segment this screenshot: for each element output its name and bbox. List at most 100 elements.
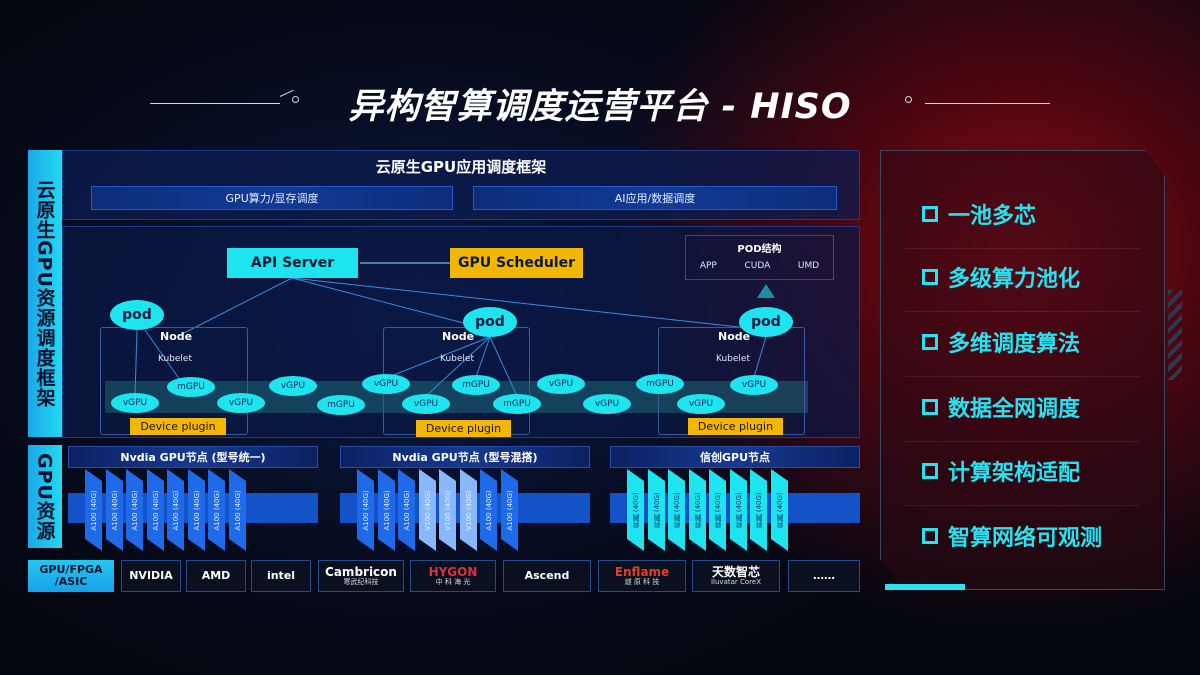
gpu-chip: A100 (40G): [208, 469, 225, 551]
feature-label: 一池多芯: [948, 204, 1037, 229]
vendor-logo-nvidia: NVIDIA: [121, 560, 181, 592]
vendor-name: HYGON: [428, 564, 478, 579]
decor-bar: [885, 584, 965, 590]
checkbox-icon: [922, 463, 938, 479]
gpu-chip: 昇腾 (40G): [668, 469, 685, 551]
vendor-logo-: 天数智芯 Iluvatar CoreX: [692, 560, 780, 592]
gpu-chip: A100 (40G): [85, 469, 102, 551]
gpu-chip: A100 (40G): [500, 469, 518, 551]
decor-stripes: [1168, 290, 1182, 380]
ai-data-scheduling: AI应用/数据调度: [473, 186, 837, 210]
gpu-chip: A100 (40G): [398, 469, 415, 551]
gpu-chip: A100 (40G): [187, 469, 205, 551]
vendor-logo-cambricon: Cambricon 寒武纪科技: [318, 560, 404, 592]
feature-item: 多级算力池化: [922, 261, 1080, 293]
vgpu-unit: vGPU: [677, 394, 725, 414]
gpu-chip-label: 昇腾 (40G): [734, 491, 742, 529]
title-line-left: [150, 103, 280, 104]
device-plugin-3: Device plugin: [688, 418, 783, 435]
gpu-group-header-3: 信创GPU节点: [610, 446, 860, 468]
gpu-chip: A100 (40G): [357, 469, 374, 551]
gpu-chip: A100 (40G): [377, 469, 395, 551]
feature-divider: [905, 441, 1140, 442]
gpu-chip: A100 (40G): [228, 469, 246, 551]
vendor-logo-: ……: [788, 560, 860, 592]
gpu-chip-label: 昇腾 (40G): [652, 491, 660, 529]
vendor-logo-enflame: Enflame 燧 原 科 技: [598, 560, 686, 592]
device-plugin-2: Device plugin: [416, 420, 511, 437]
gpu-chip: 昇腾 (40G): [627, 469, 644, 551]
vendor-logo-ascend: Ascend: [503, 560, 591, 592]
vendor-name: intel: [266, 568, 296, 582]
feature-label: 计算架构适配: [948, 461, 1081, 486]
page-title: 异构智算调度运营平台 - HISO: [348, 87, 852, 127]
mgpu-unit: mGPU: [317, 395, 365, 415]
checkbox-icon: [922, 528, 938, 544]
gpu-chip-label: A100 (40G): [130, 489, 139, 531]
gpu-chip-label: 昇腾 (40G): [672, 491, 681, 529]
gpu-chip-label: A100 (40G): [402, 489, 411, 531]
feature-label: 数据全网调度: [948, 397, 1081, 422]
gpu-chip: A100 (40G): [126, 469, 143, 551]
vendor-logo-intel: intel: [251, 560, 311, 592]
gpu-chip-label: A100 (40G): [151, 489, 159, 531]
vendor-logo-hygon: HYGON 中 科 海 光: [410, 560, 496, 592]
vendor-name: Enflame: [614, 564, 670, 579]
gpu-chip-label: 昇腾 (40G): [713, 491, 722, 529]
mgpu-unit: mGPU: [493, 394, 541, 414]
vendor-logo-amd: AMD: [186, 560, 246, 592]
vendor-subname: 寒武纪科技: [343, 577, 379, 586]
gpu-chip-label: A100 (40G): [192, 489, 200, 531]
feature-divider: [905, 376, 1140, 377]
vendor-name: NVIDIA: [129, 568, 173, 582]
gpu-chip-label: A100 (40G): [382, 489, 390, 531]
vendor-subname: Iluvatar CoreX: [710, 577, 761, 586]
feature-divider: [905, 311, 1140, 312]
feature-item: 多维调度算法: [922, 326, 1080, 358]
pod-cuda: CUDA: [744, 261, 771, 271]
pod-3: pod: [739, 307, 793, 337]
line-api-node2: [291, 277, 491, 331]
device-plugin-1: Device plugin: [130, 418, 226, 435]
vgpu-unit: vGPU: [269, 376, 317, 396]
feature-label: 多级算力池化: [948, 267, 1081, 292]
gpu-chip-label: A100 (40G): [212, 489, 221, 531]
gpu-scheduler-box: GPU Scheduler: [450, 248, 583, 278]
gpu-chip-label: 昇腾 (40G): [693, 491, 701, 529]
gpu-chip: 昇腾 (40G): [750, 469, 767, 551]
gpu-chip-label: A100 (40G): [484, 489, 493, 531]
gpu-chip-label: V100 (40G): [443, 489, 452, 531]
feature-label: 多维调度算法: [948, 332, 1081, 357]
gpu-chip: V100 (40G): [439, 469, 456, 551]
feature-item: 一池多芯: [922, 198, 1036, 230]
gpu-chip-label: A100 (40G): [171, 489, 180, 531]
vendor-subname: 燧 原 科 技: [624, 577, 660, 586]
gpu-chip-label: A100 (40G): [110, 489, 118, 531]
feature-item: 计算架构适配: [922, 455, 1080, 487]
gpu-chip-label: V100 (40G): [423, 489, 431, 531]
gpu-chip: A100 (40G): [146, 469, 164, 551]
gpu-chip: 昇腾 (40G): [709, 469, 726, 551]
gpu-chip-label: 昇腾 (40G): [631, 491, 640, 529]
pod-1: pod: [110, 300, 164, 330]
vgpu-unit: vGPU: [111, 393, 159, 413]
kubelet-2: Kubelet: [440, 354, 474, 364]
pod-app: APP: [699, 261, 717, 271]
pod-structure-title: POD结构: [737, 244, 782, 255]
vgpu-unit: vGPU: [217, 393, 265, 413]
checkbox-icon: [922, 206, 938, 222]
line-api-node1: [179, 277, 293, 336]
checkbox-icon: [922, 334, 938, 350]
checkbox-icon: [922, 399, 938, 415]
pod-struct-arrow: [757, 284, 775, 298]
vendor-name: ……: [813, 568, 835, 582]
framework-label: 云原生GPU资源调度框架: [28, 150, 62, 437]
feature-divider: [905, 505, 1140, 506]
vgpu-unit: vGPU: [402, 394, 450, 414]
api-server-box: API Server: [227, 248, 358, 278]
checkbox-icon: [922, 269, 938, 285]
vgpu-unit: vGPU: [537, 374, 585, 394]
gpu-chip: 昇腾 (40G): [770, 469, 788, 551]
app-framework-title: 云原生GPU应用调度框架: [375, 158, 547, 176]
